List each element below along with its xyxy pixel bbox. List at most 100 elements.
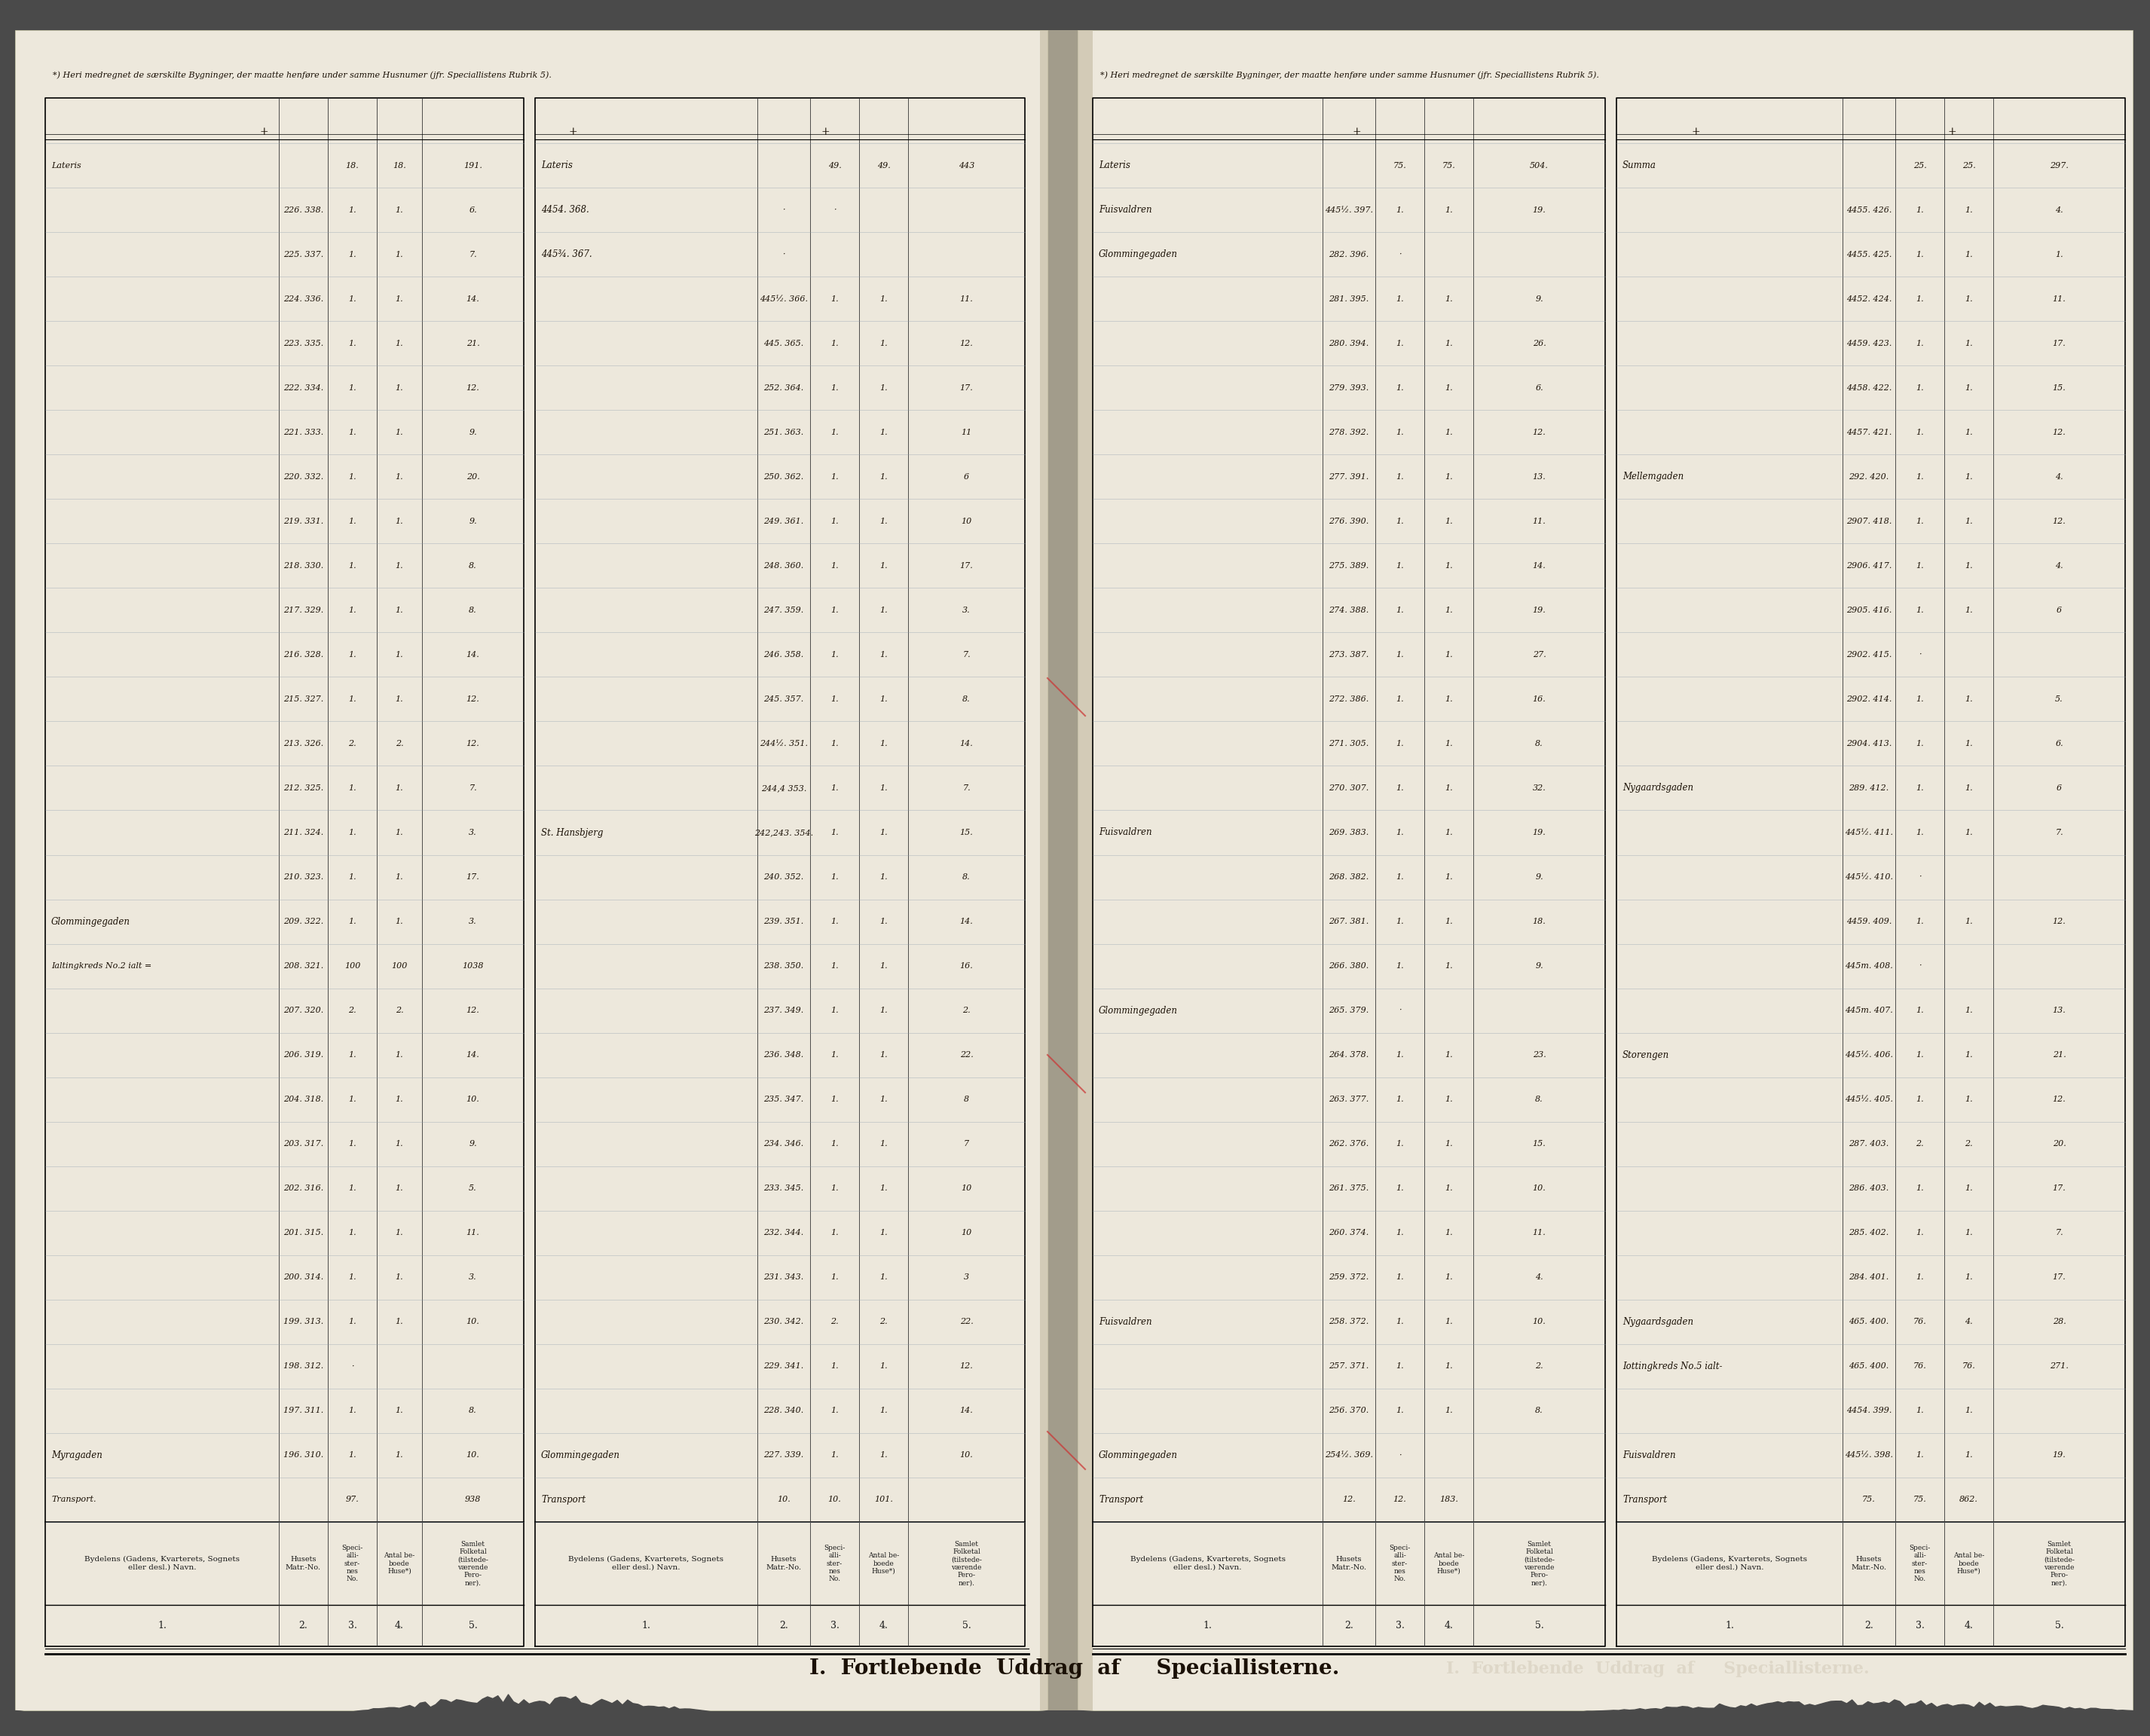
Text: 1.: 1. — [1445, 606, 1453, 615]
Text: Husets
Matr.-No.: Husets Matr.-No. — [765, 1555, 802, 1571]
Text: 1.: 1. — [830, 1052, 839, 1059]
Text: 15.: 15. — [1533, 1141, 1546, 1147]
Text: 2902. 415.: 2902. 415. — [1847, 651, 1892, 658]
Text: 7.: 7. — [963, 651, 970, 658]
Text: 240. 352.: 240. 352. — [763, 873, 804, 880]
Text: 465. 400.: 465. 400. — [1849, 1363, 1890, 1370]
Text: 1.: 1. — [348, 1052, 357, 1059]
Text: Antal be-
boede
Huse*): Antal be- boede Huse*) — [385, 1552, 415, 1575]
Text: Storengen: Storengen — [1623, 1050, 1668, 1061]
Text: 1.: 1. — [396, 1229, 404, 1236]
Text: 249. 361.: 249. 361. — [763, 517, 804, 524]
Text: Husets
Matr.-No.: Husets Matr.-No. — [1851, 1555, 1888, 1571]
Text: 13.: 13. — [2053, 1007, 2066, 1014]
Text: 445½. 366.: 445½. 366. — [759, 295, 808, 302]
Text: 1.: 1. — [1445, 962, 1453, 970]
Text: 209. 322.: 209. 322. — [284, 918, 322, 925]
Text: 1.: 1. — [1965, 517, 1974, 524]
Text: 1.: 1. — [348, 918, 357, 925]
Text: 504.: 504. — [1531, 161, 1548, 168]
Text: 6.: 6. — [1535, 384, 1544, 392]
Text: 1.: 1. — [1916, 384, 1924, 392]
Text: Samlet
Folketal
(tilstede-
værende
Pero-
ner).: Samlet Folketal (tilstede- værende Pero-… — [950, 1540, 983, 1587]
Text: 25.: 25. — [1963, 161, 1976, 168]
Text: 210. 323.: 210. 323. — [284, 873, 322, 880]
Text: 229. 341.: 229. 341. — [763, 1363, 804, 1370]
Text: ·: · — [783, 250, 785, 259]
Text: Glommingegaden: Glommingegaden — [52, 917, 131, 927]
Text: 1.: 1. — [879, 651, 888, 658]
Text: 20.: 20. — [467, 472, 479, 481]
Text: 1.: 1. — [830, 785, 839, 792]
Text: 1.: 1. — [1916, 517, 1924, 524]
Text: 4454. 399.: 4454. 399. — [1847, 1408, 1892, 1415]
Text: ·: · — [1398, 1007, 1402, 1014]
Text: 259. 372.: 259. 372. — [1329, 1274, 1370, 1281]
Text: 1.: 1. — [830, 962, 839, 970]
Text: 1.: 1. — [1965, 1451, 1974, 1458]
Text: 443: 443 — [959, 161, 974, 168]
Text: ·: · — [1918, 873, 1922, 880]
Text: St. Hansbjerg: St. Hansbjerg — [542, 828, 604, 837]
Text: 196. 310.: 196. 310. — [284, 1451, 322, 1458]
Text: 10.: 10. — [828, 1496, 841, 1503]
Text: 1.: 1. — [348, 340, 357, 347]
Text: 32.: 32. — [1533, 785, 1546, 792]
Text: Lateris: Lateris — [542, 160, 572, 170]
Text: 445½. 405.: 445½. 405. — [1845, 1095, 1892, 1104]
Text: 2.: 2. — [879, 1318, 888, 1326]
Text: 219. 331.: 219. 331. — [284, 517, 322, 524]
Text: ·: · — [783, 207, 785, 214]
Text: 1.: 1. — [879, 1095, 888, 1104]
Text: 11.: 11. — [1533, 517, 1546, 524]
Text: 2.: 2. — [396, 740, 404, 748]
Text: 3.: 3. — [1916, 1621, 1924, 1630]
Text: 278. 392.: 278. 392. — [1329, 429, 1370, 436]
Text: 10.: 10. — [1533, 1318, 1546, 1326]
Text: 27.: 27. — [1533, 651, 1546, 658]
Text: 445½. 398.: 445½. 398. — [1845, 1451, 1892, 1458]
Text: 2907. 418.: 2907. 418. — [1847, 517, 1892, 524]
Text: 1.: 1. — [879, 472, 888, 481]
Text: 6.: 6. — [2055, 740, 2064, 748]
Text: 260. 374.: 260. 374. — [1329, 1229, 1370, 1236]
Text: Iottingkreds No.5 ialt-: Iottingkreds No.5 ialt- — [1623, 1361, 1722, 1371]
Text: 1.: 1. — [1916, 472, 1924, 481]
Text: Glommingegaden: Glommingegaden — [1099, 250, 1178, 259]
Text: 272. 386.: 272. 386. — [1329, 696, 1370, 703]
Text: 1.: 1. — [1916, 606, 1924, 615]
Text: 215. 327.: 215. 327. — [284, 696, 322, 703]
Text: 10: 10 — [961, 517, 972, 524]
Text: 2904. 413.: 2904. 413. — [1847, 740, 1892, 748]
Text: 2.: 2. — [348, 740, 357, 748]
Text: 225. 337.: 225. 337. — [284, 250, 322, 259]
Text: 1.: 1. — [830, 1141, 839, 1147]
Text: 1.: 1. — [1395, 1052, 1404, 1059]
Text: 2.: 2. — [1864, 1621, 1873, 1630]
Text: 1.: 1. — [1916, 250, 1924, 259]
Text: 76.: 76. — [1963, 1363, 1976, 1370]
FancyBboxPatch shape — [1077, 30, 2133, 1710]
Text: +: + — [1692, 127, 1701, 137]
Text: 15.: 15. — [2053, 384, 2066, 392]
Text: 1.: 1. — [1445, 472, 1453, 481]
Text: 1.: 1. — [879, 873, 888, 880]
Text: 75.: 75. — [1862, 1496, 1875, 1503]
Text: Bydelens (Gadens, Kvarterets, Sognets
eller desl.) Navn.: Bydelens (Gadens, Kvarterets, Sognets el… — [1651, 1555, 1808, 1571]
Text: 1.: 1. — [1445, 651, 1453, 658]
Text: 263. 377.: 263. 377. — [1329, 1095, 1370, 1104]
Text: 4.: 4. — [1445, 1621, 1453, 1630]
Text: 220. 332.: 220. 332. — [284, 472, 322, 481]
Text: Bydelens (Gadens, Kvarterets, Sognets
eller desl.) Navn.: Bydelens (Gadens, Kvarterets, Sognets el… — [1131, 1555, 1286, 1571]
Text: 1.: 1. — [1965, 696, 1974, 703]
Text: 1.: 1. — [396, 828, 404, 837]
Text: 10.: 10. — [776, 1496, 791, 1503]
Text: 1.: 1. — [1965, 472, 1974, 481]
Text: +: + — [821, 127, 830, 137]
Text: 1.: 1. — [1445, 1274, 1453, 1281]
Text: 445¾. 367.: 445¾. 367. — [542, 250, 591, 259]
Text: 6: 6 — [2058, 606, 2062, 615]
Text: 199. 313.: 199. 313. — [284, 1318, 322, 1326]
Text: 211. 324.: 211. 324. — [284, 828, 322, 837]
Text: 10.: 10. — [467, 1318, 479, 1326]
